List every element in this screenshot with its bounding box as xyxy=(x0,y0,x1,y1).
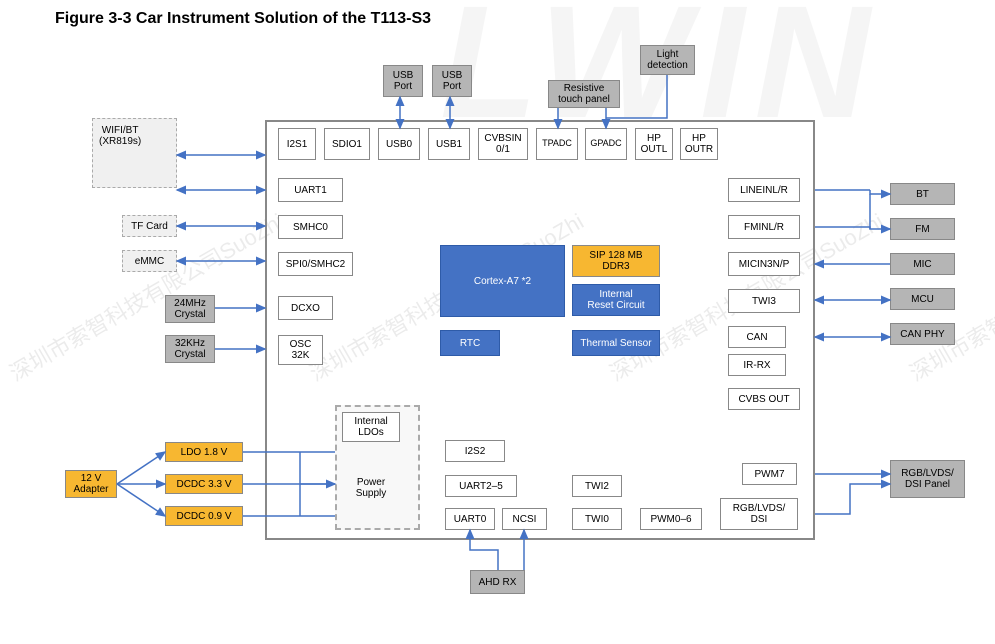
core-reset-circuit: InternalReset Circuit xyxy=(572,284,660,316)
soc-rgb-lvds-dsi: RGB/LVDS/DSI xyxy=(720,498,798,530)
soc-hp-outr: HPOUTR xyxy=(680,128,718,160)
soc-fminlr: FMINL/R xyxy=(728,215,800,239)
soc-can: CAN xyxy=(728,326,786,348)
ext-usb-port-b: USBPort xyxy=(432,65,472,97)
soc-gpadc: GPADC xyxy=(585,128,627,160)
ext-mcu: MCU xyxy=(890,288,955,310)
core-thermal: Thermal Sensor xyxy=(572,330,660,356)
soc-lineinlr: LINEINL/R xyxy=(728,178,800,202)
ext-usb-port-a: USBPort xyxy=(383,65,423,97)
soc-pwm06: PWM0–6 xyxy=(640,508,702,530)
soc-ncsi: NCSI xyxy=(502,508,547,530)
soc-tpadc: TPADC xyxy=(536,128,578,160)
soc-twi3: TWI3 xyxy=(728,289,800,313)
soc-uart25: UART2–5 xyxy=(445,475,517,497)
ext-xtal24: 24MHzCrystal xyxy=(165,295,215,323)
ext-emmc: eMMC xyxy=(122,250,177,272)
figure-title: Figure 3-3 Car Instrument Solution of th… xyxy=(55,10,431,28)
ext-fm: FM xyxy=(890,218,955,240)
soc-cvbsout: CVBS OUT xyxy=(728,388,800,410)
ext-bt: BT xyxy=(890,183,955,205)
soc-cvbsin: CVBSIN0/1 xyxy=(478,128,528,160)
ext-dcdc09: DCDC 0.9 V xyxy=(165,506,243,526)
soc-i2s2: I2S2 xyxy=(445,440,505,462)
ext-resistive-touch: Resistivetouch panel xyxy=(548,80,620,108)
ext-12v-adapter: 12 VAdapter xyxy=(65,470,117,498)
soc-usb0: USB0 xyxy=(378,128,420,160)
ext-can-phy: CAN PHY xyxy=(890,323,955,345)
soc-i2s1: I2S1 xyxy=(278,128,316,160)
ext-dcdc33: DCDC 3.3 V xyxy=(165,474,243,494)
soc-hp-outl: HPOUTL xyxy=(635,128,673,160)
soc-dcxo: DCXO xyxy=(278,296,333,320)
ext-xtal32: 32KHzCrystal xyxy=(165,335,215,363)
ext-mic: MIC xyxy=(890,253,955,275)
ext-light-detection: Lightdetection xyxy=(640,45,695,75)
ext-ahd-rx: AHD RX xyxy=(470,570,525,594)
soc-irrx: IR-RX xyxy=(728,354,786,376)
ext-panel: RGB/LVDS/DSI Panel xyxy=(890,460,965,498)
power-supply-label: PowerSupply xyxy=(342,460,400,515)
ext-tf-card: TF Card xyxy=(122,215,177,237)
core-cortex-a7: Cortex-A7 *2 xyxy=(440,245,565,317)
soc-smhc0: SMHC0 xyxy=(278,215,343,239)
core-sip-ddr3: SIP 128 MBDDR3 xyxy=(572,245,660,277)
soc-uart0: UART0 xyxy=(445,508,495,530)
soc-pwm7: PWM7 xyxy=(742,463,797,485)
soc-osc32k: OSC32K xyxy=(278,335,323,365)
soc-uart1: UART1 xyxy=(278,178,343,202)
soc-twi0: TWI0 xyxy=(572,508,622,530)
soc-sdio1: SDIO1 xyxy=(324,128,370,160)
power-internal-ldos: InternalLDOs xyxy=(342,412,400,442)
soc-micin: MICIN3N/P xyxy=(728,252,800,276)
core-rtc: RTC xyxy=(440,330,500,356)
soc-twi2: TWI2 xyxy=(572,475,622,497)
ext-ldo18: LDO 1.8 V xyxy=(165,442,243,462)
ext-wifi-bt: WIFI/BT(XR819s) xyxy=(92,118,177,188)
soc-usb1: USB1 xyxy=(428,128,470,160)
soc-spi-smhc2: SPI0/SMHC2 xyxy=(278,252,353,276)
